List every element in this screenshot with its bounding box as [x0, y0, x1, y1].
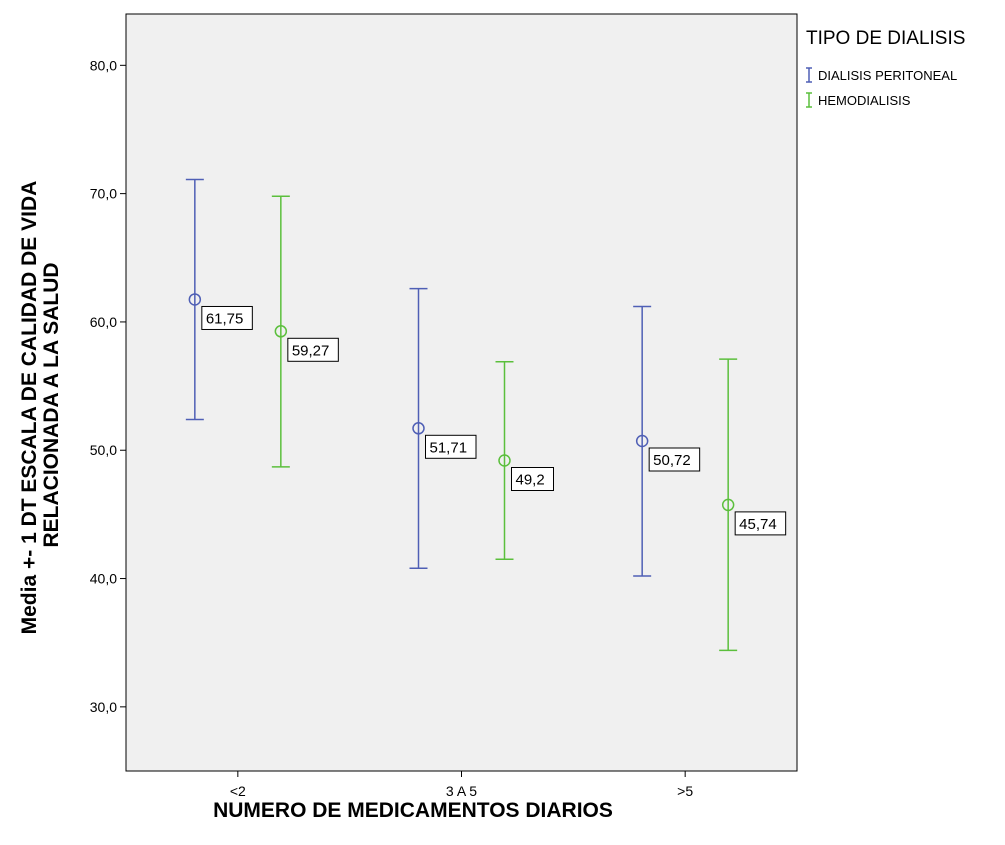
y-tick-label: 80,0: [90, 57, 117, 73]
mean-marker: [498, 454, 511, 467]
data-label-box: [201, 305, 253, 330]
data-label-box: [287, 337, 339, 362]
x-tick-label: <2: [230, 783, 246, 799]
y-tick-label: 40,0: [90, 571, 117, 587]
x-axis-title: NUMERO DE MEDICAMENTOS DIARIOS: [213, 799, 613, 822]
data-label-box: [511, 467, 554, 492]
legend-entry: DIALISIS PERITONEAL: [818, 68, 957, 83]
data-label: 61,75: [206, 310, 244, 327]
legend-title: TIPO DE DIALISIS: [806, 28, 965, 49]
y-tick-label: 60,0: [90, 314, 117, 330]
y-tick-label: 30,0: [90, 699, 117, 715]
data-label-box: [734, 511, 787, 536]
mean-marker: [635, 434, 649, 448]
x-axis: <2 3 A 5 >5: [230, 771, 693, 799]
y-axis: 30,0 40,0 50,0 60,0 70,0 80,0: [90, 57, 126, 715]
y-tick-label: 50,0: [90, 442, 117, 458]
data-label: 45,74: [739, 516, 777, 533]
data-label-box: [648, 447, 701, 472]
y-axis-title-line-2: RELACIONADA A LA SALUD: [40, 262, 63, 547]
data-label: 50,72: [653, 452, 691, 469]
mean-marker: [412, 422, 425, 435]
data-label: 49,2: [516, 472, 545, 489]
x-tick-label: >5: [677, 783, 693, 799]
legend: TIPO DE DIALISIS DIALISIS PERITONEAL HEMO…: [806, 28, 965, 108]
y-axis-title-line-1: Media +- 1 DT ESCALA DE CALIDAD DE VIDA: [18, 181, 41, 635]
y-axis-title: Media +- 1 DT ESCALA DE CALIDAD DE VIDA …: [18, 176, 63, 635]
mean-marker: [721, 498, 735, 512]
data-label: 51,71: [430, 439, 468, 456]
legend-entry: HEMODIALISIS: [818, 93, 911, 108]
x-tick-label: 3 A 5: [446, 783, 477, 799]
data-label: 59,27: [292, 342, 330, 359]
mean-marker: [274, 325, 288, 338]
plot-area: [125, 13, 798, 772]
y-tick-label: 70,0: [90, 186, 117, 202]
chart-marks: 61,75 51,71 50,72 59,27 49,2 45,74: [185, 178, 787, 652]
data-label-box: [425, 434, 477, 459]
mean-marker: [188, 293, 202, 306]
